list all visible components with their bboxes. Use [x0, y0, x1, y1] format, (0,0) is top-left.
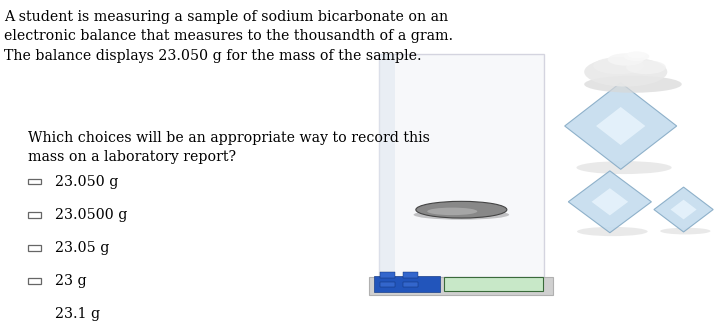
Polygon shape — [565, 83, 677, 169]
Polygon shape — [596, 107, 645, 145]
Ellipse shape — [413, 210, 509, 220]
FancyBboxPatch shape — [28, 311, 41, 317]
Polygon shape — [654, 187, 713, 232]
Ellipse shape — [607, 53, 644, 66]
Text: 23.0500 g: 23.0500 g — [55, 208, 127, 222]
FancyBboxPatch shape — [379, 54, 544, 276]
Ellipse shape — [427, 208, 477, 215]
Ellipse shape — [584, 57, 668, 87]
Ellipse shape — [593, 57, 644, 74]
Text: A student is measuring a sample of sodium bicarbonate on an
electronic balance t: A student is measuring a sample of sodiu… — [4, 10, 453, 63]
FancyBboxPatch shape — [380, 282, 395, 287]
Polygon shape — [670, 200, 696, 220]
FancyBboxPatch shape — [379, 54, 395, 276]
FancyBboxPatch shape — [403, 273, 418, 278]
Text: 23.05 g: 23.05 g — [55, 241, 109, 255]
Text: 23.1 g: 23.1 g — [55, 307, 100, 321]
FancyBboxPatch shape — [369, 276, 553, 295]
FancyBboxPatch shape — [28, 245, 41, 251]
Polygon shape — [592, 188, 628, 215]
Polygon shape — [568, 171, 652, 233]
Ellipse shape — [660, 228, 710, 234]
Ellipse shape — [626, 60, 666, 74]
FancyBboxPatch shape — [28, 278, 41, 284]
FancyBboxPatch shape — [380, 273, 395, 278]
Ellipse shape — [416, 201, 507, 218]
Text: 23.050 g: 23.050 g — [55, 175, 118, 189]
FancyBboxPatch shape — [374, 276, 439, 291]
Ellipse shape — [577, 227, 648, 236]
FancyBboxPatch shape — [28, 179, 41, 185]
Ellipse shape — [576, 161, 672, 174]
FancyBboxPatch shape — [403, 282, 418, 287]
Ellipse shape — [584, 76, 682, 93]
Text: 23 g: 23 g — [55, 274, 86, 288]
Text: Which choices will be an appropriate way to record this
mass on a laboratory rep: Which choices will be an appropriate way… — [28, 131, 430, 164]
Ellipse shape — [628, 51, 646, 58]
FancyBboxPatch shape — [444, 277, 543, 291]
Ellipse shape — [624, 52, 649, 61]
FancyBboxPatch shape — [28, 212, 41, 218]
